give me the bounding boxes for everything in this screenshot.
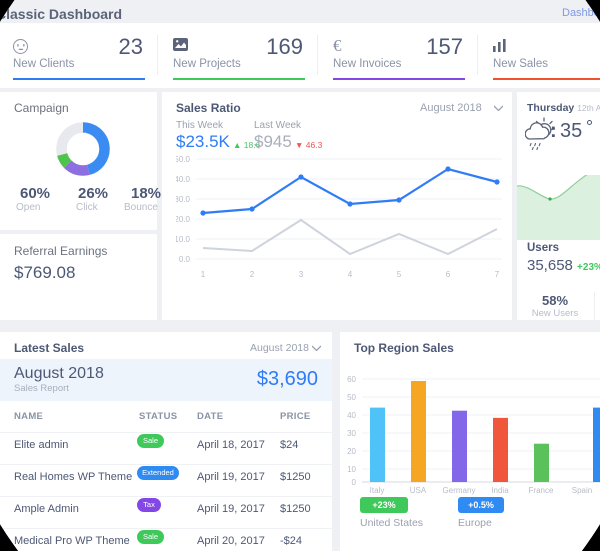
svg-text:2: 2 xyxy=(250,270,255,279)
svg-text:30: 30 xyxy=(347,429,356,438)
svg-text:50.0: 50.0 xyxy=(176,155,191,164)
svg-text:3: 3 xyxy=(299,270,304,279)
svg-text:USA: USA xyxy=(410,486,427,495)
svg-text:Spain: Spain xyxy=(572,486,592,495)
svg-text:40: 40 xyxy=(347,411,356,420)
svg-text:5: 5 xyxy=(397,270,402,279)
svg-text:40.0: 40.0 xyxy=(176,175,191,184)
svg-text:0: 0 xyxy=(352,478,357,487)
svg-text:7: 7 xyxy=(495,270,500,279)
svg-text:6: 6 xyxy=(446,270,451,279)
svg-text:India: India xyxy=(491,486,509,495)
svg-text:20.0: 20.0 xyxy=(176,215,191,224)
svg-text:10: 10 xyxy=(347,465,356,474)
svg-text:Germany: Germany xyxy=(443,486,476,495)
svg-text:Italy: Italy xyxy=(370,486,385,495)
svg-text:France: France xyxy=(529,486,554,495)
svg-text:4: 4 xyxy=(348,270,353,279)
svg-text:10.0: 10.0 xyxy=(176,235,191,244)
svg-text:50: 50 xyxy=(347,393,356,402)
svg-text:30.0: 30.0 xyxy=(176,195,191,204)
svg-text:1: 1 xyxy=(201,270,206,279)
svg-text:60: 60 xyxy=(347,375,356,384)
svg-text:0.0: 0.0 xyxy=(179,255,191,264)
svg-text:20: 20 xyxy=(347,447,356,456)
